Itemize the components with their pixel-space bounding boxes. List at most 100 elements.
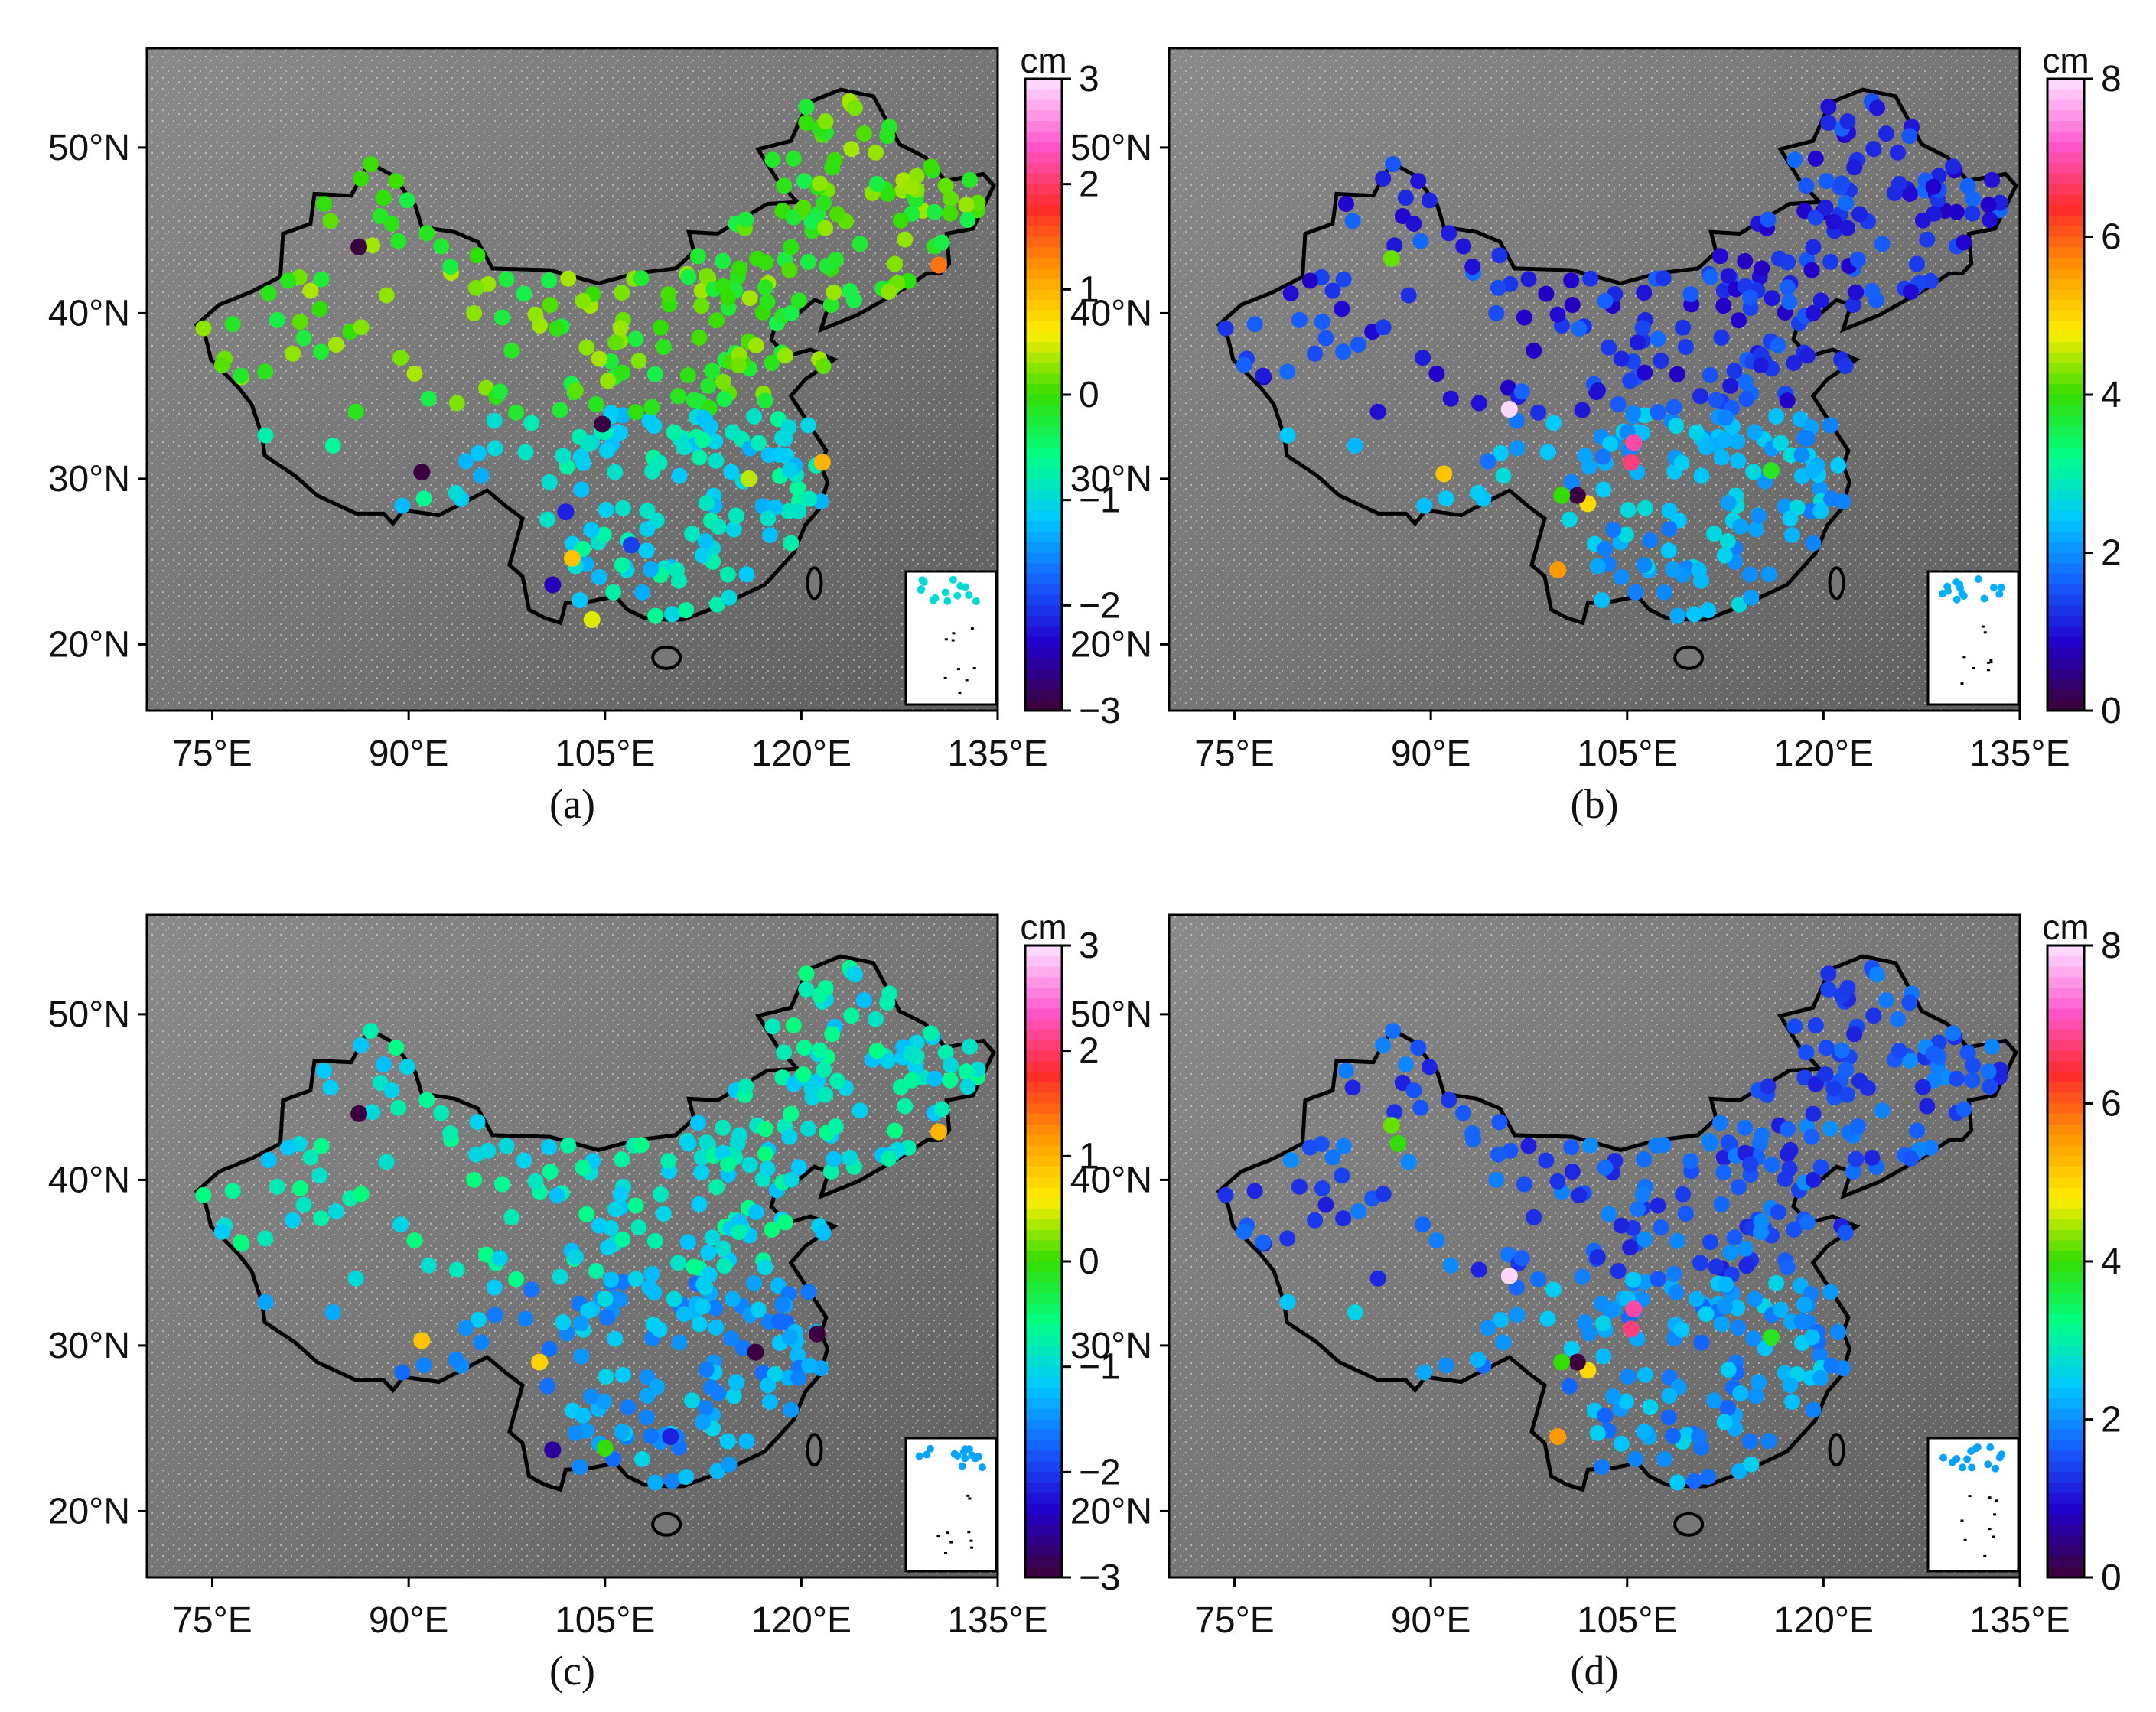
- colorbar-segment: [2047, 542, 2084, 554]
- colorbar-segment: [1025, 1145, 1062, 1157]
- colorbar-segment: [2047, 89, 2084, 101]
- station-point: [1488, 1171, 1505, 1188]
- colorbar-segment: [2047, 1187, 2084, 1199]
- station-point: [1335, 1138, 1352, 1154]
- station-point: [1812, 1369, 1829, 1386]
- station-point: [1564, 297, 1581, 314]
- station-point: [1441, 1092, 1457, 1108]
- station-point: [607, 1330, 624, 1347]
- station-point: [725, 521, 742, 538]
- colorbar-segment: [2047, 184, 2084, 196]
- station-point: [671, 1334, 688, 1351]
- station-point: [469, 247, 486, 264]
- station-point: [694, 1414, 711, 1430]
- station-point: [614, 557, 630, 574]
- station-point: [1668, 418, 1685, 435]
- station-point: [311, 1167, 328, 1184]
- station-point: [1737, 1119, 1754, 1136]
- station-point: [698, 1134, 715, 1151]
- station-point: [1713, 1196, 1730, 1212]
- station-point: [1805, 1171, 1822, 1188]
- station-point: [627, 1197, 644, 1214]
- station-point: [1636, 1424, 1653, 1440]
- station-point: [721, 589, 738, 606]
- station-point: [698, 268, 715, 285]
- station-point: [715, 373, 731, 390]
- station-point: [1914, 212, 1931, 229]
- station-point: [1597, 1407, 1614, 1424]
- station-point: [1400, 287, 1417, 304]
- station-point: [1438, 1357, 1454, 1374]
- colorbar-segment: [2047, 1492, 2084, 1505]
- inset-island: [1986, 661, 1990, 664]
- colorbar-segment: [2047, 395, 2084, 406]
- station-point: [611, 425, 628, 441]
- station-point: [627, 330, 644, 347]
- station-point: [598, 442, 615, 459]
- station-point: [1571, 321, 1588, 337]
- station-point: [1796, 430, 1812, 446]
- station-point: [1602, 1302, 1619, 1319]
- station-point: [1589, 1248, 1606, 1265]
- station-point: [1412, 1099, 1429, 1116]
- station-point: [322, 1079, 339, 1096]
- station-point: [725, 424, 741, 441]
- station-point: [1385, 1023, 1402, 1039]
- station-point: [1773, 1301, 1789, 1318]
- station-point: [1982, 1079, 1998, 1095]
- station-point: [1730, 452, 1747, 469]
- station-point: [1282, 1152, 1299, 1168]
- colorbar-segment: [2047, 1366, 2084, 1378]
- inset-station: [1959, 592, 1968, 601]
- station-point: [1717, 431, 1733, 448]
- colorbar-tick-label: 2: [1079, 1031, 1099, 1072]
- inset-island: [1972, 666, 1975, 669]
- station-point: [1782, 510, 1799, 527]
- colorbar-segment: [1025, 1198, 1062, 1210]
- station-point: [1731, 596, 1747, 613]
- station-point: [448, 1261, 465, 1278]
- station-point: [783, 239, 800, 255]
- station-point: [1720, 495, 1737, 512]
- colorbar-segment: [1025, 584, 1062, 596]
- station-point: [1726, 1229, 1743, 1246]
- station-point: [503, 342, 520, 359]
- station-point: [364, 237, 381, 254]
- station-point: [1516, 309, 1532, 326]
- station-point: [552, 1268, 568, 1285]
- colorbar-segment: [2047, 1261, 2084, 1273]
- station-point: [1688, 424, 1705, 441]
- station-point: [470, 1311, 487, 1328]
- colorbar-segment: [2047, 79, 2084, 90]
- station-point: [1582, 270, 1599, 287]
- inset-station: [1980, 594, 1988, 603]
- colorbar-segment: [2047, 215, 2084, 227]
- station-point: [1869, 966, 1885, 983]
- station-point: [597, 1291, 614, 1307]
- colorbar-segment: [2047, 946, 2084, 957]
- station-point: [1480, 1320, 1496, 1336]
- lat-tick-label: 30°N: [1070, 459, 1152, 500]
- colorbar-segment: [2047, 552, 2084, 565]
- colorbar-tick-label: 0: [1079, 375, 1099, 415]
- station-point: [295, 1196, 312, 1213]
- station-point: [1637, 1366, 1653, 1383]
- colorbar-tick-label: 3: [1079, 59, 1099, 99]
- station-point: [757, 279, 773, 296]
- station-point: [1627, 584, 1644, 601]
- station-point: [555, 1314, 572, 1331]
- inset-station: [1992, 1464, 2000, 1473]
- station-point: [760, 510, 777, 527]
- station-point: [1410, 173, 1427, 190]
- station-point: [1301, 1139, 1318, 1156]
- station-point: [1375, 1186, 1392, 1203]
- station-point: [686, 1258, 702, 1275]
- station-point: [1415, 1216, 1431, 1233]
- inset-station: [941, 588, 949, 597]
- station-point: [302, 282, 319, 299]
- lat-tick-label: 20°N: [48, 1491, 130, 1531]
- colorbar-segment: [1025, 205, 1062, 216]
- colorbar-segment: [1025, 426, 1062, 438]
- station-point: [399, 192, 415, 209]
- inset-island: [1983, 631, 1987, 634]
